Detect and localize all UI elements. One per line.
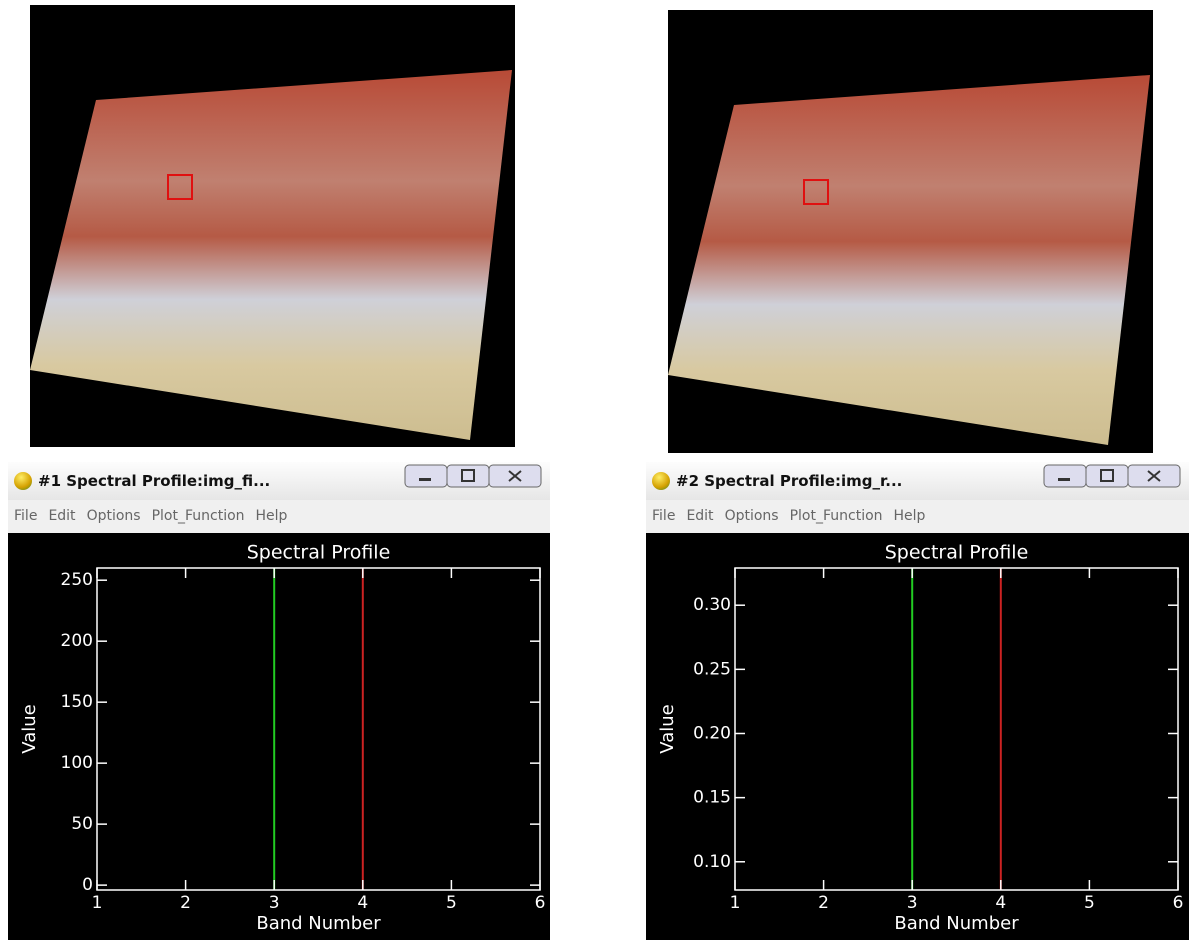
y-axis-label: Value	[19, 704, 40, 753]
y-tick-label: 0.15	[693, 788, 731, 808]
window-title: #1 Spectral Profile:img_fi...	[38, 472, 270, 490]
menu-item[interactable]: Edit	[48, 508, 75, 524]
menu-bar: File Edit Options Plot_Function Help	[646, 500, 1189, 533]
x-tick-label: 4	[995, 893, 1006, 913]
menu-item[interactable]: Edit	[686, 508, 713, 524]
satellite-image-2	[668, 10, 1153, 453]
y-tick-label: 200	[61, 631, 93, 651]
menu-item[interactable]: File	[14, 508, 37, 524]
x-tick-label: 1	[730, 893, 741, 913]
y-tick-label: 0.10	[693, 852, 731, 872]
x-axis-label: Band Number	[256, 913, 381, 934]
plot: Spectral Profile Band Number Value 0.10 0.15…	[646, 533, 1189, 940]
y-tick-label: 0.20	[693, 723, 731, 743]
window: #1 Spectral Profile:img_fi... File Edit Op…	[8, 462, 550, 940]
window-buttons[interactable]	[404, 464, 544, 490]
x-tick-label: 3	[907, 893, 918, 913]
x-tick-label: 5	[1084, 893, 1095, 913]
window: #2 Spectral Profile:img_r... File Edit Opt…	[646, 462, 1189, 940]
menu-item[interactable]: Options	[725, 508, 779, 524]
menu-bar: File Edit Options Plot_Function Help	[8, 500, 550, 533]
menu-item[interactable]: File	[652, 508, 675, 524]
x-tick-label: 2	[180, 893, 191, 913]
y-tick-label: 0.25	[693, 659, 731, 679]
x-tick-label: 5	[446, 893, 457, 913]
page: #1 Spectral Profile:img_fi... File Edit Op…	[0, 0, 1189, 940]
window-buttons[interactable]	[1043, 464, 1183, 490]
title-bar: #1 Spectral Profile:img_fi...	[8, 462, 550, 500]
chart-title: Spectral Profile	[247, 542, 391, 564]
menu-item[interactable]: Help	[256, 508, 288, 524]
y-tick-label: 150	[61, 692, 93, 712]
y-tick-label: 50	[71, 814, 93, 834]
y-axis-label: Value	[657, 704, 678, 753]
x-tick-label: 4	[357, 893, 368, 913]
chart-title: Spectral Profile	[885, 542, 1029, 564]
images	[0, 0, 1189, 455]
x-tick-label: 2	[818, 893, 829, 913]
plot-frame	[97, 568, 540, 890]
app-icon	[652, 472, 670, 490]
menu-item[interactable]: Help	[894, 508, 926, 524]
y-tick-label: 100	[61, 753, 93, 773]
plot-frame	[735, 568, 1178, 890]
satellite-image-1	[30, 5, 515, 447]
y-tick-label: 0.30	[693, 595, 731, 615]
x-tick-label: 1	[92, 893, 103, 913]
x-tick-label: 3	[269, 893, 280, 913]
x-tick-label: 6	[535, 893, 546, 913]
app-icon	[14, 472, 32, 490]
window-title: #2 Spectral Profile:img_r...	[676, 472, 902, 490]
menu-item[interactable]: Options	[87, 508, 141, 524]
menu-item[interactable]: Plot_Function	[790, 508, 883, 524]
x-axis-label: Band Number	[894, 913, 1019, 934]
x-tick-label: 6	[1173, 893, 1184, 913]
y-tick-label: 250	[61, 570, 93, 590]
title-bar: #2 Spectral Profile:img_r...	[646, 462, 1189, 500]
menu-item[interactable]: Plot_Function	[152, 508, 245, 524]
